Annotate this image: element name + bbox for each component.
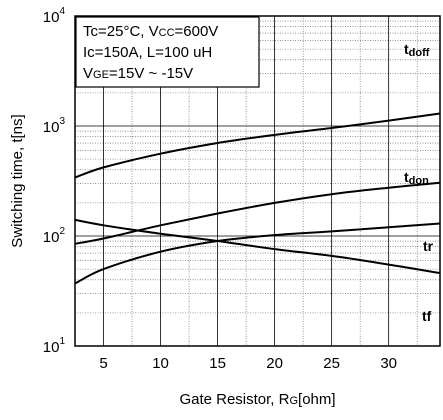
condition-line: Tc=25°C, VCC=600V bbox=[83, 23, 218, 40]
x-tick-label: 15 bbox=[209, 355, 226, 372]
label-layer: Gate Resistor, RG[ohm] Switching time, t[… bbox=[9, 41, 434, 408]
series-line-tr bbox=[74, 222, 441, 285]
y-tick-label: 102 bbox=[43, 226, 66, 246]
x-tick-label: 25 bbox=[323, 355, 340, 372]
x-tick-label: 10 bbox=[152, 355, 169, 372]
frame-layer bbox=[74, 15, 441, 347]
y-tick-label: 104 bbox=[43, 6, 66, 26]
condition-line: VGE=15V ~ -15V bbox=[83, 65, 193, 82]
series-line-tdoff bbox=[74, 112, 441, 179]
series-line-tdon bbox=[74, 181, 441, 245]
conditions-box: Tc=25°C, VCC=600V Ic=150A, L=100 uH VGE=15… bbox=[75, 16, 260, 88]
x-tick-label: 30 bbox=[380, 355, 397, 372]
condition-line: Ic=150A, L=100 uH bbox=[83, 44, 212, 61]
y-axis-title: Switching time, t[ns] bbox=[9, 114, 26, 247]
x-axis-title: Gate Resistor, RG[ohm] bbox=[179, 391, 335, 408]
series-label-tr: tr bbox=[423, 238, 434, 254]
x-tick-label: 20 bbox=[266, 355, 283, 372]
series-label-tdoff: tdoff bbox=[404, 41, 430, 59]
series-layer bbox=[74, 112, 441, 285]
y-tick-label: 103 bbox=[43, 116, 66, 136]
conditions-box-frame bbox=[75, 16, 260, 88]
axis-layer: 5 10 15 20 25 30 101 102 103 104 bbox=[43, 6, 397, 372]
series-line-tf bbox=[74, 218, 441, 275]
x-tick-label: 5 bbox=[99, 355, 107, 372]
y-tick-label: 101 bbox=[43, 336, 66, 356]
plot-frame bbox=[74, 15, 441, 347]
series-label-tdon: tdon bbox=[404, 169, 429, 187]
series-label-tf: tf bbox=[422, 308, 432, 324]
